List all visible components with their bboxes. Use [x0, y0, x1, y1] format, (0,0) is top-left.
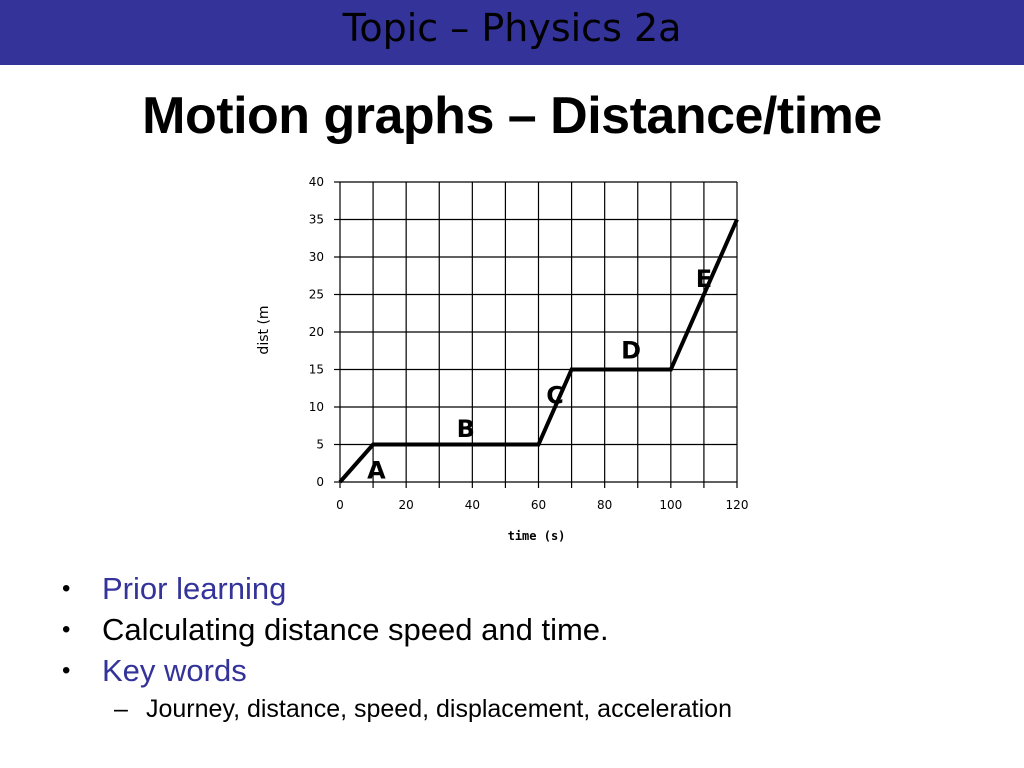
- bullet-text: Key words: [102, 653, 247, 688]
- x-tick-label: 0: [336, 498, 344, 512]
- y-tick-label: 40: [309, 175, 324, 189]
- bullet-list: • Prior learning • Calculating distance …: [62, 568, 1002, 727]
- y-tick-label: 25: [309, 288, 324, 302]
- segment-label: C: [546, 381, 564, 409]
- bullet-prior-learning: • Prior learning: [62, 568, 1002, 609]
- topic-title: Topic – Physics 2a: [342, 6, 682, 50]
- y-tick-label: 10: [309, 400, 324, 414]
- bullet-text: Calculating distance speed and time.: [102, 612, 609, 647]
- x-axis-label: time (s): [508, 529, 566, 543]
- series-line-distance: [338, 218, 739, 484]
- segment-label: D: [621, 336, 641, 364]
- x-tick-label: 100: [659, 498, 682, 512]
- bullet-marker: •: [62, 575, 71, 602]
- x-tick-label: 120: [726, 498, 749, 512]
- bullet-calculating: • Calculating distance speed and time.: [62, 609, 1002, 650]
- header-bar: Topic – Physics 2a: [0, 0, 1024, 65]
- y-tick-label: 5: [316, 438, 324, 452]
- y-tick-label: 15: [309, 363, 324, 377]
- x-tick-label: 20: [399, 498, 414, 512]
- y-tick-label: 35: [309, 213, 324, 227]
- y-tick-label: 20: [309, 325, 324, 339]
- bullet-key-words: • Key words: [62, 650, 1002, 691]
- y-axis-label: dist (m: [256, 305, 272, 354]
- segment-label: A: [367, 456, 386, 484]
- segment-label: E: [696, 265, 712, 293]
- x-tick-label: 60: [531, 498, 546, 512]
- bullet-marker: •: [62, 657, 71, 684]
- x-tick-label: 80: [597, 498, 612, 512]
- slide-title: Motion graphs – Distance/time: [142, 87, 882, 145]
- segment-label: B: [457, 415, 475, 443]
- x-tick-label: 40: [465, 498, 480, 512]
- bullet-text: Prior learning: [102, 571, 287, 606]
- y-tick-label: 30: [309, 250, 324, 264]
- y-tick-label: 0: [316, 475, 324, 489]
- subbullet-text: Journey, distance, speed, displacement, …: [146, 695, 732, 723]
- subbullet-key-words-list: – Journey, distance, speed, displacement…: [62, 691, 1002, 727]
- bullet-marker: •: [62, 616, 71, 643]
- dash-marker: –: [114, 695, 128, 723]
